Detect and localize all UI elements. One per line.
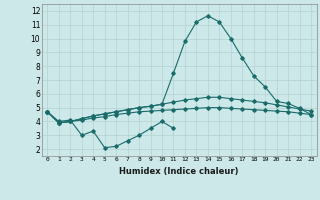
X-axis label: Humidex (Indice chaleur): Humidex (Indice chaleur) bbox=[119, 167, 239, 176]
